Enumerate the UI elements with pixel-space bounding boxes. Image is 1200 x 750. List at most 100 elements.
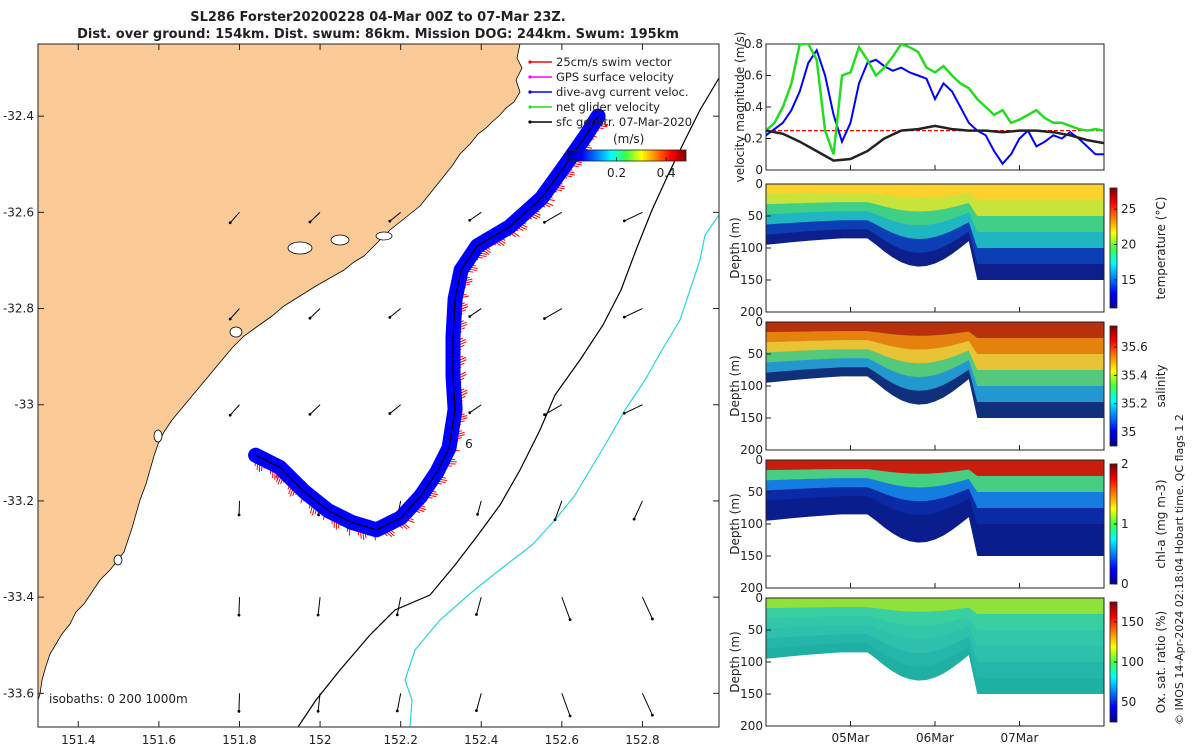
depth-y-tick-label: 100 [740, 655, 763, 669]
map-y-tick-label: -32.8 [3, 302, 34, 316]
geostrophic-vector [229, 212, 240, 224]
depth-field-band [766, 184, 1104, 200]
depth-y-tick-label: 150 [740, 273, 763, 287]
geostrophic-vector [624, 308, 643, 318]
geostrophic-vector [389, 308, 401, 318]
map-y-tick-label: -32.6 [3, 205, 34, 219]
geostrophic-vector-head [308, 316, 312, 320]
depth-y-tick-label: 150 [740, 549, 763, 563]
geostrophic-vector [475, 597, 482, 615]
credit-text: © IMOS 14-Apr-2024 02:18:04 Hobart time.… [1173, 414, 1186, 725]
depth-y-label: Depth (m) [728, 493, 742, 554]
legend-swatch-dot [528, 120, 532, 124]
velocity-series-line [766, 124, 1104, 162]
depth-colorbar-tick-label: 35 [1121, 425, 1136, 439]
depth-colorbar-tick-label: 1 [1121, 517, 1129, 531]
depth-y-tick-label: 100 [740, 241, 763, 255]
geostrophic-vector [317, 693, 321, 712]
depth-y-label: Depth (m) [728, 631, 742, 692]
depth-colorbar-label: Ox. sat. ratio (%) [1154, 611, 1168, 713]
depth-colorbar [1109, 187, 1118, 309]
legend-label: dive-avg current veloc. [556, 85, 689, 99]
geostrophic-vector [389, 404, 401, 414]
geostrophic-vector-head [237, 709, 241, 713]
map-y-tick-label: -32.4 [3, 109, 34, 123]
geostrophic-vector [641, 596, 653, 620]
depth-y-tick-label: 0 [755, 315, 763, 329]
geostrophic-vector-head [468, 218, 472, 222]
depth-panel: 0 50 100 150 200 Depth (m) 15 20 25 temperature (… [728, 177, 1168, 319]
geostrophic-vector-head [568, 618, 572, 622]
geostrophic-vector-head [568, 714, 572, 718]
geostrophic-vector [309, 404, 321, 415]
depth-field-band [766, 598, 1104, 614]
depth-colorbar-tick-label: 35.6 [1121, 340, 1148, 354]
map-x-tick-label: 152.8 [625, 733, 659, 747]
velocity-y-label: velocity magnitude (m/s) [733, 32, 747, 183]
geostrophic-vector-head [651, 617, 654, 621]
depth-y-tick-label: 0 [755, 453, 763, 467]
map-y-tick-label: -33 [14, 398, 34, 412]
geostrophic-vector [396, 693, 402, 712]
depth-y-tick-label: 100 [740, 517, 763, 531]
map-x-tick-label: 152 [309, 733, 332, 747]
geostrophic-vector-head [316, 613, 320, 617]
geostrophic-vector-head [228, 413, 232, 417]
geostrophic-vector [309, 308, 321, 319]
map-axes-frame [37, 43, 720, 728]
geostrophic-vector-head [476, 513, 479, 516]
geostrophic-vector-head [622, 219, 626, 223]
legend-swatch-dot [528, 105, 532, 109]
speed-colorbar: (m/s) 0.2 0.4 [566, 132, 687, 180]
geostrophic-vector [544, 404, 563, 416]
glider-track-core [255, 115, 599, 531]
map-x-tick-label: 152.6 [545, 733, 579, 747]
geostrophic-vector [317, 597, 321, 616]
speed-colorbar-bar [566, 149, 687, 162]
depth-panel: 0 50 100 150 200 Depth (m) 50 100 150 Ox. sat. ra… [728, 591, 1168, 733]
geostrophic-vector-head [228, 317, 232, 321]
legend-swatch-dot [528, 75, 532, 79]
geostrophic-vector [544, 211, 563, 223]
velocity-y-tick-label: 0.8 [744, 37, 763, 51]
map-x-tick-label: 152.2 [383, 733, 417, 747]
depth-colorbar-tick-label: 20 [1121, 237, 1136, 251]
geostrophic-vector-head [388, 315, 392, 319]
geostrophic-vector [389, 211, 401, 222]
geostrophic-vector-head [308, 220, 312, 224]
depth-colorbar-tick-label: 100 [1121, 655, 1144, 669]
geostrophic-vector [396, 597, 402, 615]
geostrophic-vector-head [237, 513, 241, 517]
geostrophic-vector-head [316, 709, 320, 713]
depth-colorbar-tick-label: 15 [1121, 273, 1136, 287]
lake-shape [375, 231, 393, 241]
geostrophic-vector [238, 597, 240, 616]
legend-swatch-dot [528, 90, 532, 94]
lake-shape [229, 326, 243, 338]
depth-colorbar-tick-label: 35.4 [1121, 368, 1148, 382]
map-panel: 4h6 151.4151.6151.8152152.2152.4152.6152… [3, 43, 720, 747]
depth-y-tick-label: 100 [740, 379, 763, 393]
depth-y-tick-label: 150 [740, 687, 763, 701]
lake-shape [330, 234, 350, 246]
geostrophic-vector-head [475, 613, 478, 616]
legend-swatch-dot [528, 60, 532, 64]
geostrophic-vector-head [475, 709, 478, 713]
velocity-y-tick-label: 0.4 [744, 100, 763, 114]
geostrophic-vector [641, 693, 653, 716]
day-marker: 6 [465, 437, 473, 451]
depth-y-tick-label: 50 [748, 485, 763, 499]
depth-colorbar-tick-label: 2 [1121, 457, 1129, 471]
depth-y-tick-label: 200 [740, 719, 763, 733]
geostrophic-vector [544, 308, 563, 319]
time-x-tick-label: 05Mar [832, 731, 870, 745]
geostrophic-vector [554, 500, 563, 520]
legend-label: 25cm/s swim vector [556, 55, 672, 69]
depth-y-tick-label: 200 [740, 305, 763, 319]
geostrophic-vector-head [308, 413, 312, 416]
geostrophic-vector-head [395, 709, 399, 713]
geostrophic-vector-head [622, 411, 626, 415]
colorbar-tick-label: 0.2 [607, 166, 626, 180]
